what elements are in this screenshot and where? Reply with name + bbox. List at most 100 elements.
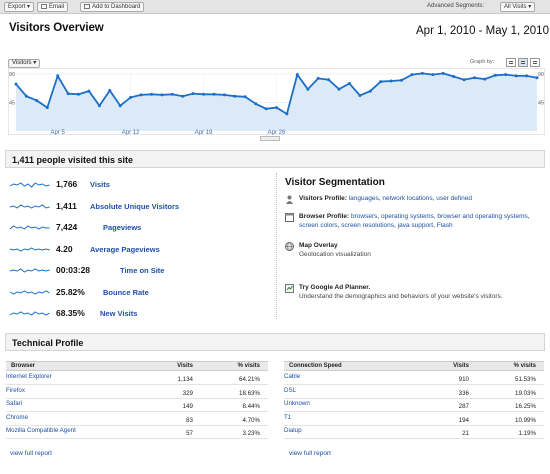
data-point [118, 104, 122, 108]
row-visits: 329 [182, 389, 193, 397]
row-label-link[interactable]: DSL [284, 386, 297, 394]
row-label-link[interactable]: Cable [284, 373, 301, 380]
week-icon [521, 61, 525, 64]
add-to-dashboard-button[interactable]: Add to Dashboard [80, 2, 145, 12]
dashboard-icon [84, 4, 90, 9]
graph-by-day-button[interactable] [506, 58, 516, 67]
row-percent: 4.70% [242, 416, 260, 424]
data-point [233, 94, 237, 98]
row-label-link[interactable]: Chrome [6, 413, 29, 421]
map-overlay-link[interactable]: Map Overlay [299, 242, 338, 249]
data-point [97, 104, 101, 108]
metric-link[interactable]: Visits [90, 180, 110, 189]
data-point [14, 82, 18, 86]
browser-profile-label: Browser Profile: [299, 213, 350, 220]
x-tick-label: Apr 19 [195, 130, 213, 135]
row-percent: 10.99% [515, 416, 536, 424]
ad-planner-link[interactable]: Try Google Ad Planner. [299, 284, 371, 291]
sparkline-icon [9, 203, 50, 209]
metric-link[interactable]: Bounce Rate [103, 287, 149, 297]
connection-table-header: Connection Speed Visits % visits [284, 361, 544, 371]
data-point [347, 82, 351, 85]
graph-by-month-button[interactable] [530, 58, 540, 67]
export-button[interactable]: Export ▾ [4, 2, 35, 12]
metric-selector[interactable]: Visitors ▾ [8, 59, 41, 68]
segment-dropdown[interactable]: All Visits ▾ [500, 2, 536, 12]
row-visits: 336 [458, 389, 469, 397]
row-percent: 3.23% [242, 430, 260, 437]
row-visits: 1,134 [177, 376, 193, 383]
table-row: T1 194 10.99% [284, 414, 544, 426]
date-range-picker[interactable]: Apr 1, 2010 - May 1, 2010 [416, 25, 550, 37]
y-tick-label: 45 [9, 101, 15, 107]
x-tick-label: Apr 12 [122, 130, 140, 135]
row-label-link[interactable]: Internet Explorer [6, 373, 52, 380]
data-point [368, 89, 372, 93]
row-percent: 8.44% [242, 403, 260, 410]
link-screen-colors[interactable]: screen colors [299, 221, 338, 229]
row-label-link[interactable]: Dialup [284, 427, 302, 434]
graph-by-week-button[interactable] [518, 58, 528, 67]
data-point [24, 94, 28, 98]
person-icon [286, 195, 293, 204]
metric-value: 1,411 [56, 200, 77, 211]
globe-icon [285, 242, 294, 251]
metric-link[interactable]: New Visits [100, 309, 138, 318]
browser-full-report-link[interactable]: view full report [10, 450, 52, 457]
data-point [525, 74, 529, 78]
link-screen-resolutions[interactable]: screen resolutions [341, 221, 395, 229]
email-button[interactable]: Email [37, 2, 69, 12]
visitors-chart: 90 90 45 45 Apr 5 Apr 12 Apr 19 Apr 26 [8, 68, 545, 135]
link-languages[interactable]: languages [348, 195, 379, 202]
link-browsers[interactable]: browsers [351, 213, 378, 220]
link-browser-and-os[interactable]: browser and operating systems [437, 213, 528, 220]
data-point [243, 95, 247, 99]
data-point [400, 78, 403, 82]
link-java-support[interactable]: java support [397, 221, 434, 229]
link-user-defined[interactable]: user defined [436, 195, 472, 202]
map-overlay-description: Geolocation visualization [299, 250, 371, 258]
link-operating-systems[interactable]: operating systems [381, 213, 434, 220]
metric-link[interactable]: Average Pageviews [90, 244, 160, 254]
chart-resize-handle[interactable] [260, 136, 280, 141]
sparkline-icon [9, 289, 50, 295]
segment-value: All Visits [504, 4, 527, 10]
metric-value: 7,424 [56, 222, 78, 232]
data-point [420, 71, 424, 75]
table-row: Chrome 83 4.70% [6, 414, 268, 426]
connection-full-report-link[interactable]: view full report [289, 450, 331, 457]
metric-selector-value: Visitors [12, 60, 32, 66]
row-label-link[interactable]: Unknown [284, 400, 310, 407]
data-point [108, 89, 112, 92]
date-range-value: Apr 1, 2010 - May 1, 2010 [416, 25, 549, 37]
row-label-link[interactable]: Firefox [6, 386, 25, 394]
row-label-link[interactable]: Safari [6, 400, 23, 407]
email-label: Email [49, 4, 65, 10]
page-title: Visitors Overview [9, 22, 104, 34]
data-point [160, 93, 164, 97]
area-fill [16, 73, 537, 131]
col-percent-visits: % visits [237, 363, 260, 369]
table-row: Mozilla Compatible Agent 57 3.23% [6, 427, 268, 439]
metric-link[interactable]: Pageviews [103, 223, 142, 232]
data-point [462, 78, 466, 82]
link-network-locations[interactable]: network locations [382, 195, 433, 202]
advanced-segments-label: Advanced Segments: [427, 3, 485, 9]
y-tick-label: 90 [538, 72, 544, 78]
metric-link[interactable]: Absolute Unique Visitors [90, 201, 180, 211]
link-flash[interactable]: Flash [436, 221, 453, 229]
table-row: DSL 336 19.03% [284, 387, 544, 399]
col-percent-visits: % visits [513, 363, 536, 369]
segmentation-title: Visitor Segmentation [285, 177, 385, 188]
browser-window-icon [285, 213, 294, 222]
data-point [514, 74, 518, 78]
metric-link[interactable]: Time on Site [120, 266, 165, 275]
row-label-link[interactable]: Mozilla Compatible Agent [6, 427, 76, 434]
data-point [212, 92, 216, 96]
row-percent: 16.25% [515, 403, 536, 410]
summary-headline: 1,411 people visited this site [12, 155, 134, 165]
row-visits: 194 [458, 416, 469, 424]
metric-value: 25.82% [56, 286, 85, 297]
row-label-link[interactable]: T1 [284, 413, 292, 421]
